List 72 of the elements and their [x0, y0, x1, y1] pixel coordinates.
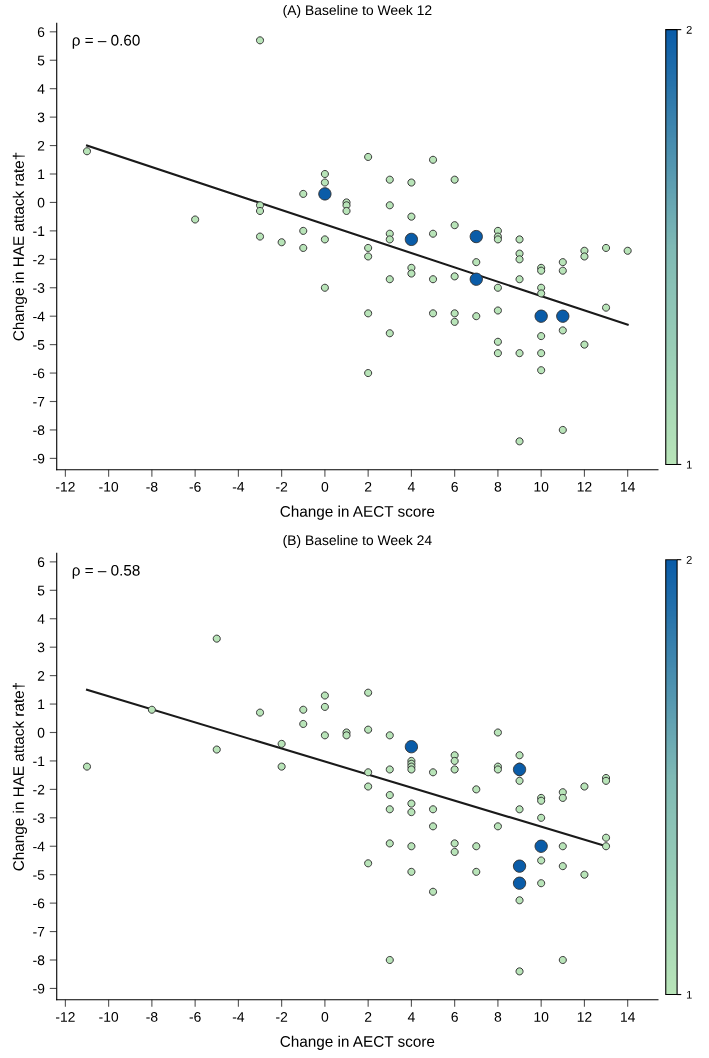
- color-bar-label: 1: [686, 990, 692, 999]
- annotation: ρ = – 0.60: [72, 34, 140, 49]
- y-tick-label: -8: [33, 955, 45, 966]
- annotation: ρ = – 0.58: [72, 564, 140, 579]
- x-tick-label: -4: [232, 482, 245, 492]
- y-axis-title: Change in HAE attack rate†: [12, 682, 28, 871]
- chart-title: (A) Baseline to Week 12: [283, 4, 432, 18]
- x-tick-label: 10: [534, 1011, 549, 1022]
- y-tick-label: 4: [37, 614, 45, 624]
- y-tick-label: 4: [37, 84, 45, 94]
- y-tick-label: -1: [33, 226, 45, 236]
- x-tick-label: 10: [534, 481, 549, 492]
- y-tick-label: -5: [33, 870, 45, 880]
- y-tick-label: -1: [33, 756, 45, 766]
- x-tick-label: -2: [276, 481, 288, 492]
- x-tick-label: 12: [577, 1011, 592, 1022]
- y-axis-title: Change in HAE attack rate†: [12, 152, 28, 341]
- y-tick-label: -6: [33, 898, 45, 909]
- y-tick-label: 0: [37, 197, 45, 208]
- x-tick-label: 4: [407, 1012, 415, 1022]
- y-tick-label: -2: [33, 254, 45, 265]
- x-tick-label: 4: [407, 482, 415, 492]
- y-tick-label: -3: [33, 283, 45, 293]
- y-tick-label: 3: [37, 642, 45, 653]
- x-tick-label: -6: [189, 481, 201, 492]
- x-tick-label: 6: [451, 1011, 458, 1022]
- x-tick-label: 8: [494, 1011, 502, 1022]
- y-tick-label: -8: [33, 425, 45, 436]
- y-tick-label: 0: [37, 727, 45, 738]
- y-tick-label: -4: [33, 311, 45, 322]
- y-tick-label: 6: [37, 27, 45, 37]
- x-tick-label: -10: [99, 481, 119, 492]
- x-tick-label: 14: [621, 1012, 635, 1022]
- x-axis-title: Change in AECT score: [280, 1035, 435, 1050]
- x-tick-label: -2: [276, 1011, 288, 1022]
- y-tick-label: -9: [33, 453, 45, 464]
- y-tick-label: 3: [37, 112, 45, 123]
- y-tick-label: -6: [33, 368, 45, 379]
- y-tick-label: 1: [38, 169, 45, 180]
- x-tick-label: 0: [321, 1011, 329, 1022]
- x-tick-label: 14: [621, 482, 635, 492]
- x-tick-label: -12: [55, 1011, 75, 1022]
- x-tick-label: 0: [321, 481, 329, 492]
- y-tick-label: -7: [33, 396, 45, 407]
- x-tick-label: -8: [146, 1011, 158, 1022]
- chart-title: (B) Baseline to Week 24: [283, 534, 432, 548]
- x-axis-title: Change in AECT score: [280, 505, 435, 520]
- x-tick-label: -8: [146, 481, 158, 492]
- x-tick-label: -12: [55, 481, 75, 492]
- x-tick-label: 6: [451, 481, 458, 492]
- y-tick-label: 2: [37, 670, 45, 681]
- x-tick-label: -6: [189, 1011, 201, 1022]
- y-tick-label: 6: [37, 557, 45, 568]
- x-tick-label: 2: [364, 1011, 372, 1022]
- y-tick-label: -7: [33, 927, 45, 937]
- color-bar-label: 1: [686, 460, 692, 469]
- y-tick-label: -5: [33, 340, 45, 350]
- x-tick-label: -10: [99, 1011, 119, 1022]
- y-tick-label: -2: [33, 784, 45, 795]
- y-tick-label: -3: [33, 813, 45, 823]
- x-tick-label: 2: [364, 481, 372, 492]
- color-bar-label: 2: [686, 555, 692, 564]
- y-tick-label: -4: [33, 841, 45, 852]
- x-tick-label: -4: [232, 1012, 245, 1022]
- y-tick-label: 1: [38, 699, 45, 710]
- x-tick-label: 12: [577, 481, 592, 492]
- y-tick-label: 5: [37, 585, 45, 596]
- y-tick-label: 5: [37, 55, 45, 66]
- y-tick-label: -9: [33, 983, 45, 994]
- color-bar-label: 2: [686, 25, 692, 34]
- y-tick-label: 2: [37, 140, 45, 151]
- x-tick-label: 8: [494, 481, 502, 492]
